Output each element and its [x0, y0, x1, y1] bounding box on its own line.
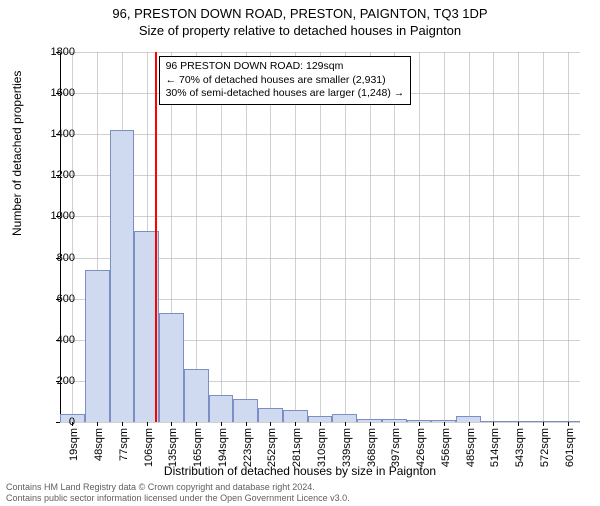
xtick-mark — [469, 422, 470, 426]
gridline-v — [568, 52, 569, 422]
xtick-label: 601sqm — [564, 428, 576, 468]
gridline-v — [196, 52, 197, 422]
xtick-mark — [444, 422, 445, 426]
property-marker-line — [155, 52, 157, 422]
xtick-mark — [568, 422, 569, 426]
y-axis-label: Number of detached properties — [10, 71, 24, 236]
xtick-mark — [394, 422, 395, 426]
ytick-label: 600 — [57, 293, 75, 305]
xtick-label: 485sqm — [465, 428, 477, 468]
footer-attribution: Contains HM Land Registry data © Crown c… — [6, 482, 350, 504]
ytick-label: 1600 — [51, 87, 75, 99]
histogram-bar — [283, 410, 308, 422]
xtick-label: 135sqm — [167, 428, 179, 468]
histogram-bar — [110, 130, 135, 422]
gridline-v — [221, 52, 222, 422]
xtick-label: 310sqm — [316, 428, 328, 468]
histogram-bar — [209, 395, 234, 422]
xtick-mark — [122, 422, 123, 426]
gridline-v — [543, 52, 544, 422]
xtick-label: 368sqm — [366, 428, 378, 468]
xtick-mark — [543, 422, 544, 426]
xtick-mark — [419, 422, 420, 426]
annotation-box: 96 PRESTON DOWN ROAD: 129sqm ← 70% of det… — [159, 56, 412, 105]
ytick-label: 1000 — [51, 210, 75, 222]
ytick-label: 400 — [57, 334, 75, 346]
gridline-v — [320, 52, 321, 422]
histogram-bar — [184, 369, 209, 422]
xtick-label: 252sqm — [266, 428, 278, 468]
ytick-mark — [56, 422, 60, 423]
histogram-bar — [85, 270, 110, 422]
xtick-label: 397sqm — [390, 428, 402, 468]
histogram-bar — [233, 399, 258, 422]
gridline-v — [295, 52, 296, 422]
xtick-label: 339sqm — [341, 428, 353, 468]
xtick-label: 223sqm — [242, 428, 254, 468]
xtick-mark — [147, 422, 148, 426]
xtick-label: 19sqm — [68, 428, 80, 468]
gridline-v — [469, 52, 470, 422]
x-axis-label: Distribution of detached houses by size … — [0, 464, 600, 478]
xtick-mark — [518, 422, 519, 426]
xtick-label: 165sqm — [192, 428, 204, 468]
xtick-label: 281sqm — [291, 428, 303, 468]
y-axis-line — [60, 52, 61, 422]
histogram-bar — [258, 408, 283, 422]
footer-line1: Contains HM Land Registry data © Crown c… — [6, 482, 315, 492]
annotation-line3: 30% of semi-detached houses are larger (… — [166, 87, 405, 99]
xtick-mark — [171, 422, 172, 426]
histogram-bar — [159, 313, 184, 422]
ytick-label: 0 — [69, 416, 75, 428]
xtick-label: 572sqm — [539, 428, 551, 468]
xtick-mark — [295, 422, 296, 426]
xtick-mark — [320, 422, 321, 426]
xtick-mark — [221, 422, 222, 426]
gridline-v — [246, 52, 247, 422]
chart-title-sub: Size of property relative to detached ho… — [0, 23, 600, 38]
xtick-label: 514sqm — [489, 428, 501, 468]
xtick-label: 456sqm — [440, 428, 452, 468]
xtick-label: 543sqm — [514, 428, 526, 468]
xtick-mark — [97, 422, 98, 426]
xtick-mark — [370, 422, 371, 426]
annotation-line1: 96 PRESTON DOWN ROAD: 129sqm — [166, 60, 344, 72]
ytick-label: 800 — [57, 252, 75, 264]
xtick-mark — [493, 422, 494, 426]
xtick-label: 77sqm — [118, 428, 130, 468]
ytick-label: 1800 — [51, 46, 75, 58]
xtick-label: 194sqm — [217, 428, 229, 468]
gridline-v — [394, 52, 395, 422]
xtick-mark — [196, 422, 197, 426]
xtick-mark — [270, 422, 271, 426]
chart-title-main: 96, PRESTON DOWN ROAD, PRESTON, PAIGNTON… — [0, 6, 600, 21]
gridline-v — [72, 52, 73, 422]
annotation-line2: ← 70% of detached houses are smaller (2,… — [166, 74, 386, 86]
footer-line2: Contains public sector information licen… — [6, 493, 350, 503]
xtick-label: 106sqm — [143, 428, 155, 468]
gridline-v — [370, 52, 371, 422]
gridline-v — [270, 52, 271, 422]
ytick-label: 200 — [57, 375, 75, 387]
ytick-label: 1400 — [51, 128, 75, 140]
xtick-mark — [246, 422, 247, 426]
gridline-v — [518, 52, 519, 422]
xtick-mark — [345, 422, 346, 426]
histogram-bar — [332, 414, 357, 422]
gridline-v — [419, 52, 420, 422]
gridline-v — [444, 52, 445, 422]
ytick-label: 1200 — [51, 169, 75, 181]
plot-area: 96 PRESTON DOWN ROAD: 129sqm ← 70% of det… — [60, 52, 580, 422]
gridline-v — [345, 52, 346, 422]
gridline-v — [493, 52, 494, 422]
xtick-label: 48sqm — [93, 428, 105, 468]
xtick-label: 426sqm — [415, 428, 427, 468]
